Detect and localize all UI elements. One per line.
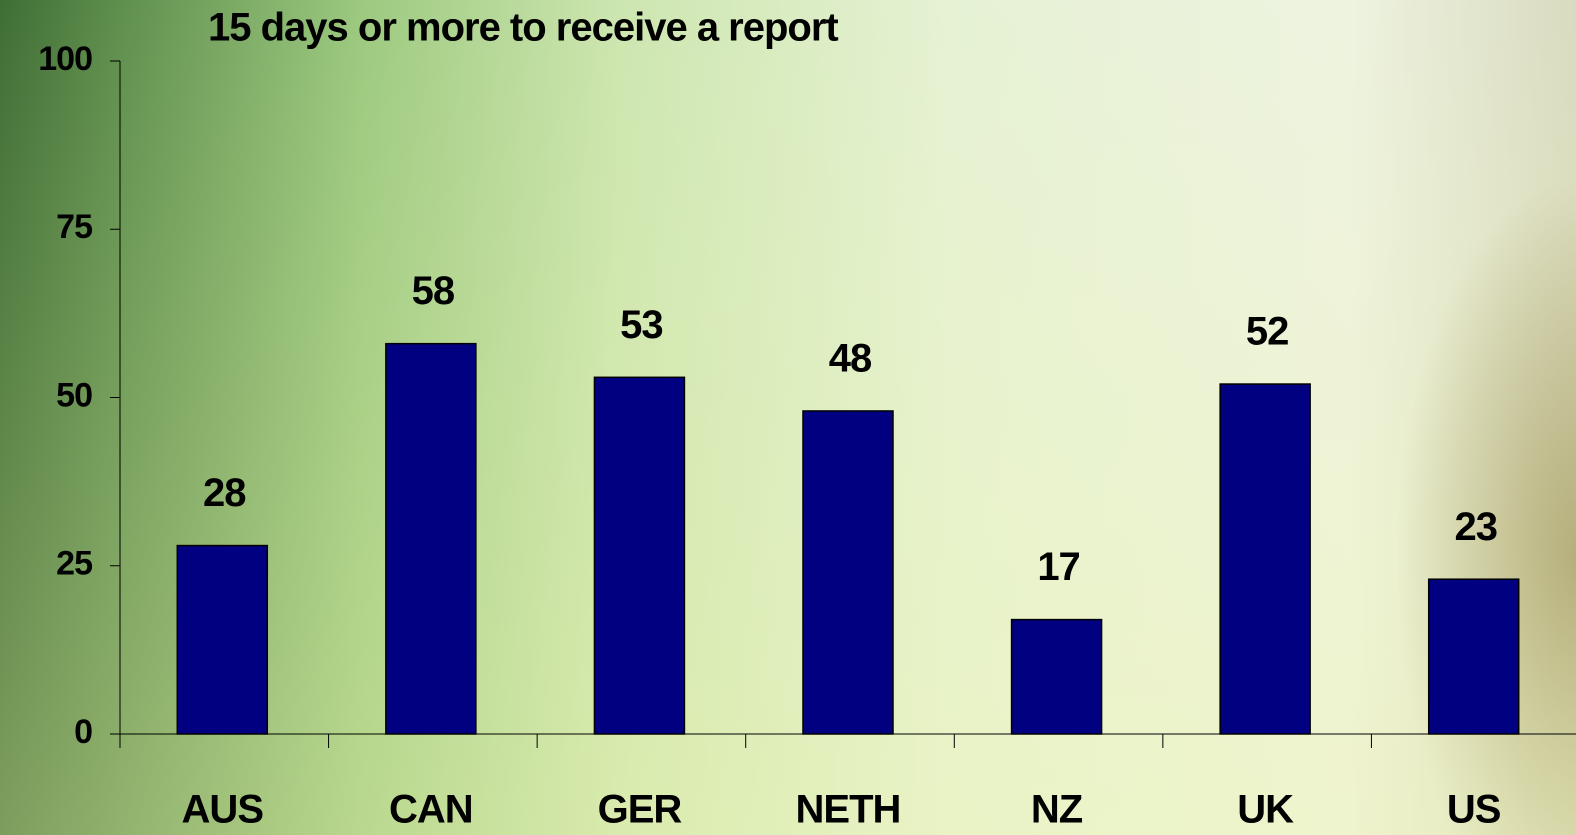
page: 15 days or more to receive a report 0 25 5… (0, 0, 1576, 835)
data-label: 23 (1454, 505, 1497, 549)
bar (803, 411, 893, 734)
y-tick-label: 50 (56, 376, 92, 414)
x-tick-label: CAN (389, 788, 473, 832)
y-tick-label: 75 (56, 208, 92, 246)
x-tick-label: NETH (796, 788, 901, 832)
bar (1220, 384, 1310, 734)
data-label: 48 (829, 337, 872, 381)
x-tick-label: NZ (1031, 788, 1083, 832)
bar (386, 344, 476, 734)
bar (1429, 579, 1519, 734)
x-tick-label: AUS (182, 788, 264, 832)
chart: 15 days or more to receive a report 0 25 5… (0, 0, 1576, 835)
data-label: 17 (1037, 545, 1080, 589)
bar (1012, 620, 1102, 734)
data-label: 58 (412, 269, 455, 313)
data-label: 28 (203, 471, 246, 515)
x-tick-label: US (1447, 788, 1501, 832)
chart-title: 15 days or more to receive a report (208, 6, 838, 50)
x-tick-label: GER (598, 788, 683, 832)
bar (594, 377, 684, 734)
y-tick-label: 25 (56, 545, 92, 583)
y-tick-label: 100 (38, 40, 92, 78)
y-tick-label: 0 (74, 713, 92, 751)
data-label: 52 (1246, 310, 1289, 354)
x-tick-label: UK (1237, 788, 1294, 832)
bar (177, 546, 267, 734)
data-label: 53 (620, 303, 663, 347)
